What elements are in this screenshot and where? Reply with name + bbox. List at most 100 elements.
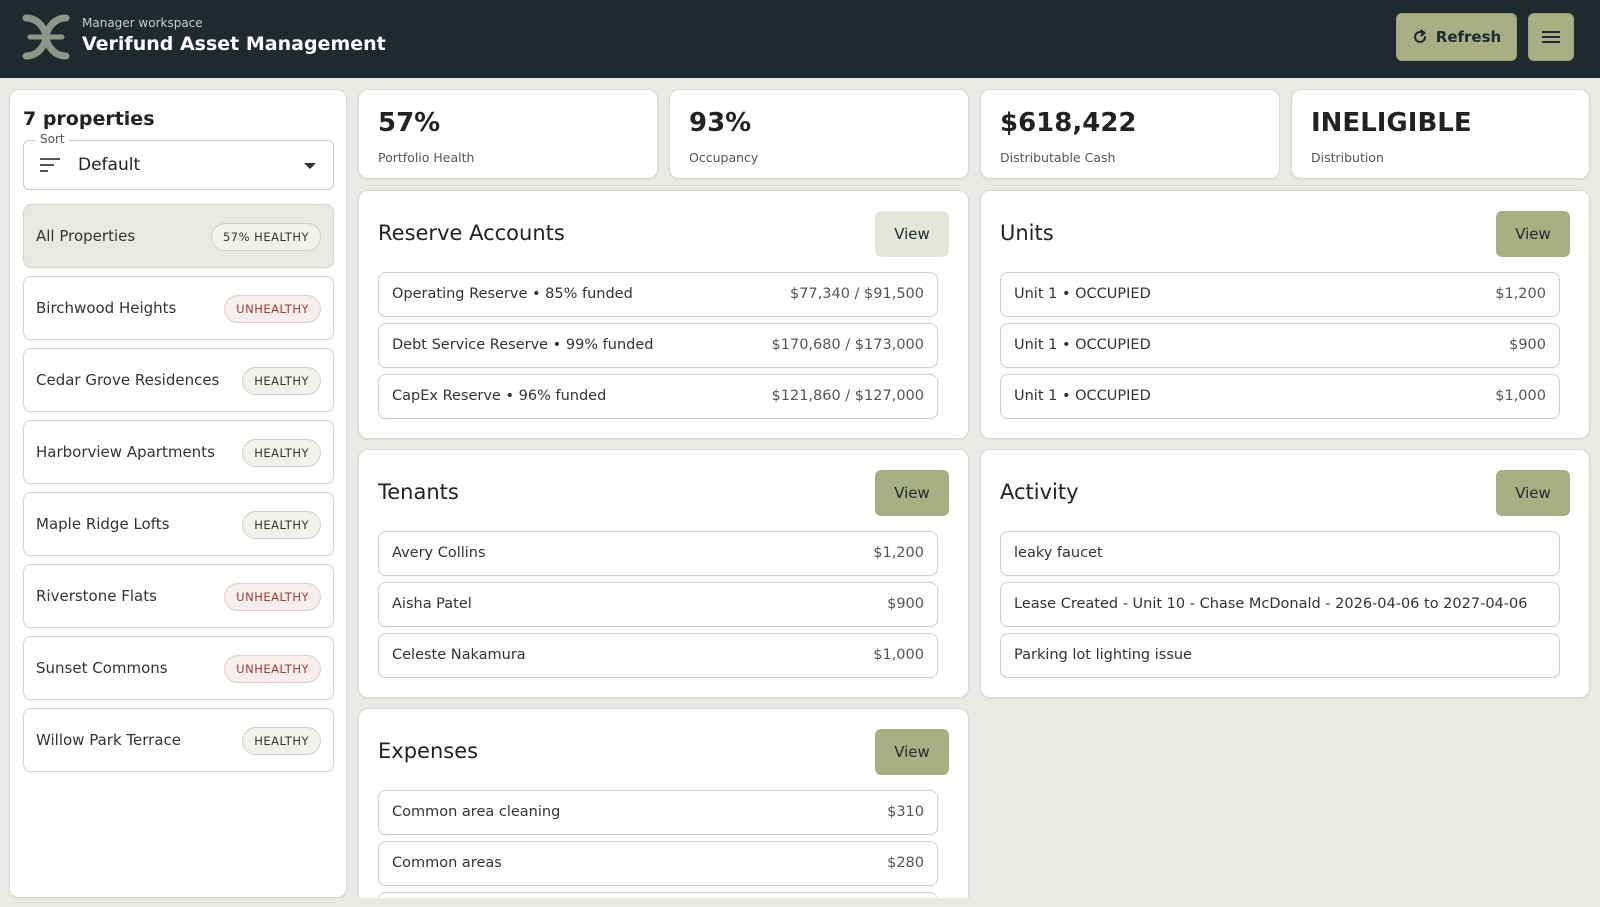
row-value: $1,000	[873, 647, 924, 663]
row-value: $310	[887, 804, 924, 820]
stat-label: Distribution	[1311, 150, 1384, 165]
status-badge: UNHEALTHY	[224, 583, 321, 611]
activity-view-button[interactable]: View	[1496, 470, 1570, 516]
panel-title: Expenses	[378, 739, 479, 763]
page-bottom-edge	[0, 898, 1600, 907]
row-value: $1,000	[1495, 388, 1546, 404]
status-badge: UNHEALTHY	[224, 295, 321, 323]
stat-distribution: INELIGIBLE Distribution	[1291, 89, 1590, 179]
row-label: leaky faucet	[1014, 545, 1103, 561]
property-item-all[interactable]: All Properties 57% HEALTHY	[23, 204, 334, 268]
list-item[interactable]: Unit 1 • OCCUPIED $1,000	[1000, 374, 1560, 419]
stat-label: Portfolio Health	[378, 150, 475, 165]
sort-select[interactable]: Sort Default	[23, 132, 334, 190]
status-badge: HEALTHY	[242, 367, 321, 395]
brand-logo-icon	[22, 14, 70, 60]
list-item[interactable]: CapEx Reserve • 96% funded $121,860 / $1…	[378, 374, 938, 419]
list-item[interactable]: Operating Reserve • 85% funded $77,340 /…	[378, 272, 938, 317]
property-name: Birchwood Heights	[36, 299, 177, 317]
hamburger-menu-icon	[1542, 31, 1560, 43]
property-item-sunset-commons[interactable]: Sunset Commons UNHEALTHY	[23, 636, 334, 700]
row-label: Aisha Patel	[392, 596, 472, 612]
row-value: $77,340 / $91,500	[789, 286, 924, 302]
list-item[interactable]: Unit 1 • OCCUPIED $900	[1000, 323, 1560, 368]
sort-lines-icon	[40, 158, 60, 172]
property-item-birchwood-heights[interactable]: Birchwood Heights UNHEALTHY	[23, 276, 334, 340]
list-item[interactable]: Common area cleaning $310	[378, 790, 938, 835]
row-value: $900	[1509, 337, 1546, 353]
units-view-button[interactable]: View	[1496, 211, 1570, 257]
property-name: Maple Ridge Lofts	[36, 515, 170, 533]
stat-value: 57%	[378, 108, 441, 138]
row-value: $121,860 / $127,000	[771, 388, 924, 404]
panel-title: Activity	[1000, 480, 1079, 504]
activity-panel: Activity View leaky faucet Lease Created…	[980, 449, 1590, 698]
row-value: $1,200	[1495, 286, 1546, 302]
property-item-cedar-grove-residences[interactable]: Cedar Grove Residences HEALTHY	[23, 348, 334, 412]
row-value: $900	[887, 596, 924, 612]
row-label: Unit 1 • OCCUPIED	[1014, 388, 1151, 404]
panel-title: Tenants	[378, 480, 459, 504]
units-panel: Units View Unit 1 • OCCUPIED $1,200 Unit…	[980, 190, 1590, 439]
list-item[interactable]: Lease Created - Unit 10 - Chase McDonald…	[1000, 582, 1560, 627]
property-item-riverstone-flats[interactable]: Riverstone Flats UNHEALTHY	[23, 564, 334, 628]
property-name: Cedar Grove Residences	[36, 371, 220, 389]
panel-title: Units	[1000, 221, 1054, 245]
list-item[interactable]: Avery Collins $1,200	[378, 531, 938, 576]
row-value: $170,680 / $173,000	[771, 337, 924, 353]
property-item-willow-park-terrace[interactable]: Willow Park Terrace HEALTHY	[23, 708, 334, 772]
status-badge: HEALTHY	[242, 727, 321, 755]
reserve-accounts-view-button[interactable]: View	[875, 211, 949, 257]
property-list: All Properties 57% HEALTHY Birchwood Hei…	[23, 204, 334, 780]
menu-button[interactable]	[1528, 13, 1574, 61]
status-badge: UNHEALTHY	[224, 655, 321, 683]
stat-occupancy: 93% Occupancy	[669, 89, 969, 179]
row-label: Operating Reserve • 85% funded	[392, 286, 633, 302]
property-name: Willow Park Terrace	[36, 731, 181, 749]
property-name: Harborview Apartments	[36, 443, 215, 461]
app-title: Verifund Asset Management	[82, 33, 386, 55]
stat-distributable-cash: $618,422 Distributable Cash	[980, 89, 1280, 179]
property-item-maple-ridge-lofts[interactable]: Maple Ridge Lofts HEALTHY	[23, 492, 334, 556]
panel-title: Reserve Accounts	[378, 221, 565, 245]
status-badge: HEALTHY	[242, 439, 321, 467]
row-label: Celeste Nakamura	[392, 647, 526, 663]
list-item[interactable]: Parking lot lighting issue	[1000, 633, 1560, 678]
list-item[interactable]: Aisha Patel $900	[378, 582, 938, 627]
status-badge: HEALTHY	[242, 511, 321, 539]
property-item-harborview-apartments[interactable]: Harborview Apartments HEALTHY	[23, 420, 334, 484]
stat-value: $618,422	[1000, 108, 1137, 138]
reserve-accounts-panel: Reserve Accounts View Operating Reserve …	[358, 190, 969, 439]
row-label: Parking lot lighting issue	[1014, 647, 1192, 663]
list-item[interactable]: Common areas $280	[378, 841, 938, 886]
row-label: Lease Created - Unit 10 - Chase McDonald…	[1014, 596, 1528, 612]
stat-portfolio-health: 57% Portfolio Health	[358, 89, 658, 179]
refresh-button[interactable]: Refresh	[1396, 13, 1517, 61]
top-bar: Manager workspace Verifund Asset Managem…	[0, 0, 1600, 78]
list-item[interactable]: Celeste Nakamura $1,000	[378, 633, 938, 678]
row-label: Common areas	[392, 855, 502, 871]
refresh-icon	[1413, 29, 1426, 43]
stat-value: INELIGIBLE	[1311, 108, 1472, 138]
sort-value: Default	[78, 155, 141, 175]
row-label: Avery Collins	[392, 545, 486, 561]
tenants-view-button[interactable]: View	[875, 470, 949, 516]
property-name: All Properties	[36, 227, 136, 245]
chevron-down-icon	[304, 163, 316, 169]
row-label: Debt Service Reserve • 99% funded	[392, 337, 654, 353]
stat-value: 93%	[689, 108, 752, 138]
property-sidebar: 7 properties Sort Default All Properties…	[9, 89, 347, 898]
row-label: Common area cleaning	[392, 804, 561, 820]
row-label: CapEx Reserve • 96% funded	[392, 388, 607, 404]
expenses-view-button[interactable]: View	[875, 729, 949, 775]
refresh-label: Refresh	[1435, 28, 1502, 46]
stat-label: Occupancy	[689, 150, 759, 165]
list-item[interactable]: Unit 1 • OCCUPIED $1,200	[1000, 272, 1560, 317]
row-value: $1,200	[873, 545, 924, 561]
row-value: $280	[887, 855, 924, 871]
tenants-panel: Tenants View Avery Collins $1,200 Aisha …	[358, 449, 969, 698]
row-label: Unit 1 • OCCUPIED	[1014, 337, 1151, 353]
list-item[interactable]: Debt Service Reserve • 99% funded $170,6…	[378, 323, 938, 368]
row-label: Unit 1 • OCCUPIED	[1014, 286, 1151, 302]
list-item[interactable]: leaky faucet	[1000, 531, 1560, 576]
